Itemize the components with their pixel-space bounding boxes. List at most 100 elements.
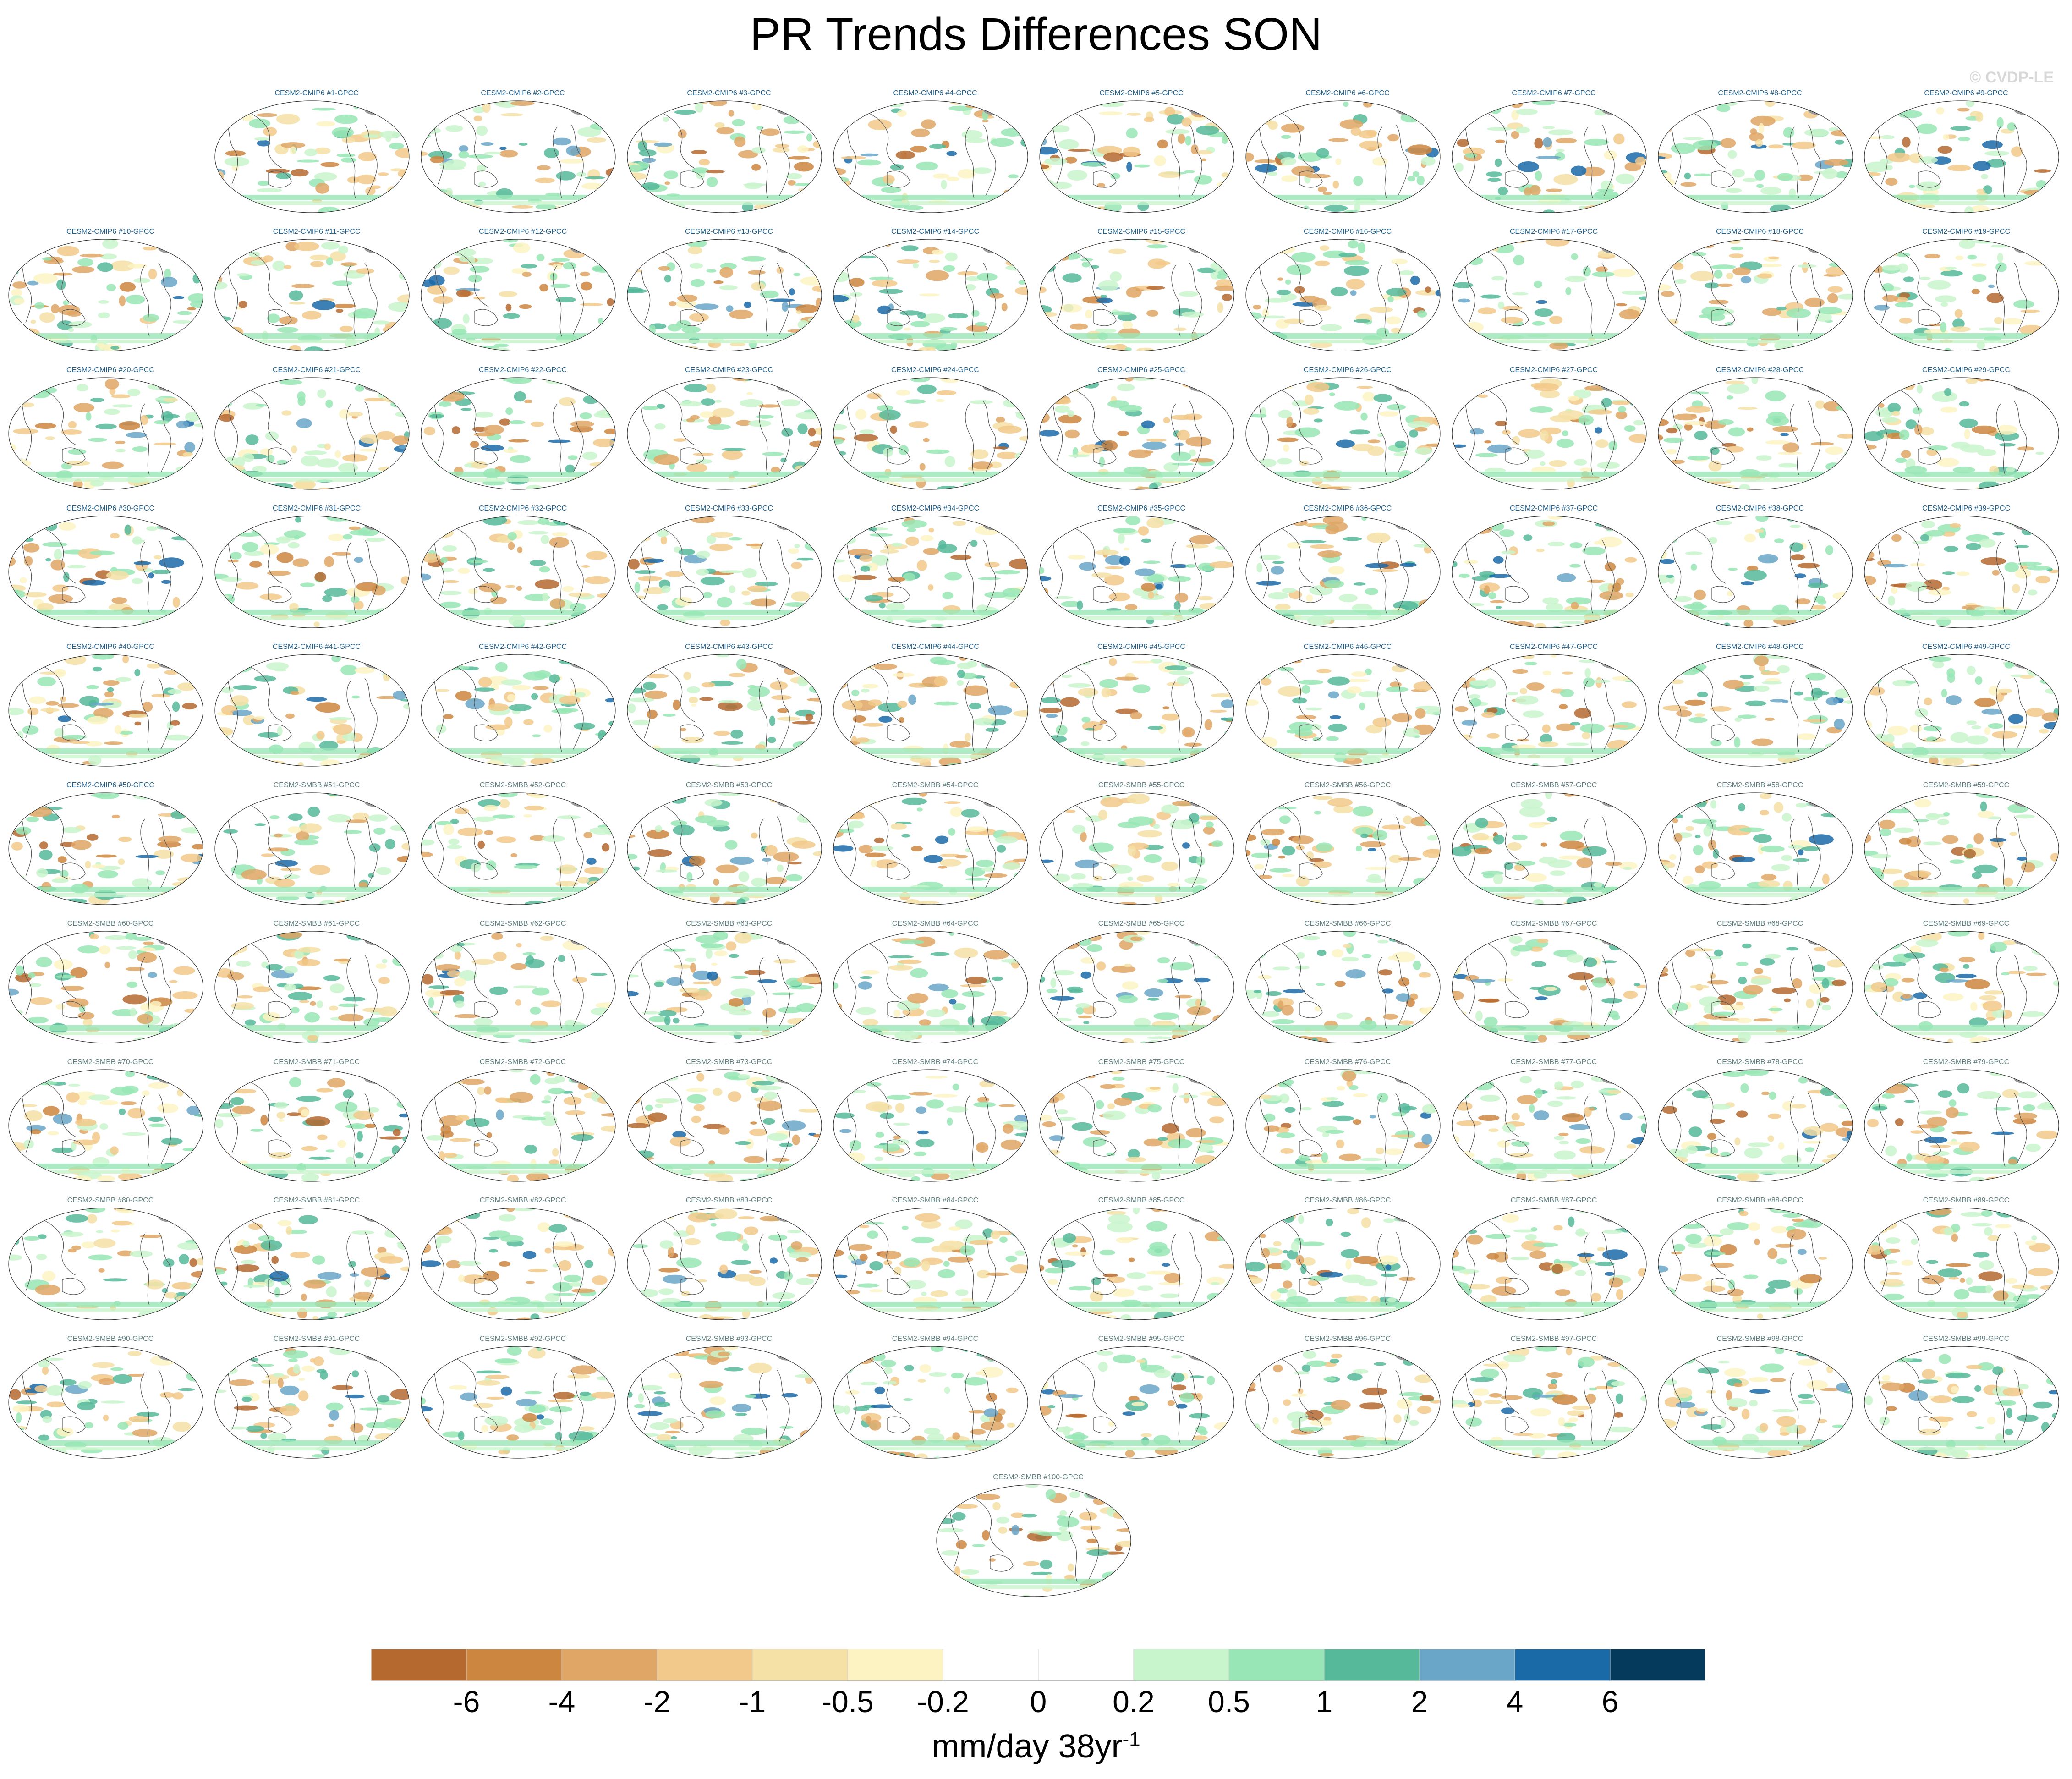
trend-blob [523, 814, 532, 818]
trend-blob [535, 177, 555, 183]
trend-blob [1000, 128, 1025, 137]
coastline [1790, 126, 1799, 198]
trend-blob [833, 408, 841, 413]
trend-blob [791, 562, 802, 569]
trend-blob [324, 556, 334, 567]
southern-band [1452, 472, 1646, 477]
coastline [553, 680, 562, 752]
trend-blob [957, 239, 969, 241]
trend-blob [473, 296, 485, 300]
trend-blob [1981, 174, 1988, 179]
trend-blob [1966, 735, 1988, 745]
missing-data-patch [1601, 104, 1625, 115]
trend-blob [1268, 592, 1288, 600]
trend-blob [1421, 516, 1431, 522]
trend-blob [1815, 313, 1832, 322]
trend-blob [1972, 274, 1987, 282]
trend-blob [1068, 683, 1091, 688]
trend-blob [426, 793, 439, 797]
trend-blob [387, 664, 408, 675]
map-svg [833, 515, 1028, 628]
trend-blob [1681, 347, 1701, 351]
trend-blob [1230, 807, 1234, 813]
trend-blob [995, 836, 1018, 844]
trend-blob [97, 870, 118, 879]
coastline [1899, 251, 1932, 307]
trend-blob [1758, 123, 1765, 134]
southern-band [1246, 195, 1440, 200]
trend-blob [1633, 420, 1644, 426]
trend-blob [1388, 101, 1414, 107]
trend-blob [1902, 137, 1911, 148]
trend-blob [279, 379, 302, 385]
coastline [1395, 816, 1409, 888]
trend-blob [1882, 478, 1893, 484]
trend-blob [1201, 158, 1207, 162]
southern-band [421, 755, 615, 758]
trend-blob [1435, 289, 1440, 296]
trend-blob [927, 584, 934, 591]
trend-blob [1557, 573, 1576, 582]
trend-blob [1693, 140, 1717, 150]
trend-blob [627, 818, 639, 822]
map-panel: CESM2-CMIP6 #45-GPCC [1038, 643, 1244, 780]
trend-blob [33, 273, 58, 284]
map-svg [1452, 516, 1647, 628]
trend-blob [915, 161, 938, 171]
trend-blob [9, 556, 16, 567]
trend-blob [471, 862, 481, 872]
coastline [1171, 542, 1181, 614]
trend-blob [749, 696, 758, 701]
trend-blob [1834, 719, 1845, 730]
coastline [1505, 724, 1529, 741]
trend-blob [1547, 542, 1565, 547]
trend-blob [1263, 257, 1270, 260]
trend-blob [1798, 849, 1804, 856]
trend-blob [1940, 302, 1948, 307]
map-panel: CESM2-CMIP6 #31-GPCC [214, 505, 420, 642]
trend-blob [1912, 407, 1923, 415]
trend-blob [1829, 262, 1847, 267]
trend-blob [132, 446, 148, 452]
panel-label: CESM2-CMIP6 #13-GPCC [685, 228, 773, 236]
trend-blob [1999, 443, 2016, 447]
trend-blob [48, 594, 73, 604]
map-outline [421, 377, 616, 490]
coastline [1377, 403, 1387, 475]
trend-blob [474, 412, 493, 418]
trend-blob [1203, 378, 1214, 384]
trend-blob [861, 688, 870, 693]
trend-blob [793, 616, 801, 626]
trend-blob [937, 390, 957, 395]
trend-blob [1842, 347, 1853, 351]
trend-blob [427, 538, 439, 541]
trend-blob [484, 830, 493, 835]
trend-blob [1569, 542, 1583, 549]
trend-blob [1453, 470, 1470, 482]
trend-blob [1881, 283, 1894, 292]
trend-blob [670, 820, 687, 827]
trend-blob [2026, 566, 2051, 571]
coastline [1790, 818, 1799, 890]
trend-blob [1040, 607, 1057, 615]
trend-blob [133, 278, 151, 283]
coastline [1395, 263, 1409, 335]
trend-blob [150, 1001, 162, 1007]
map-panel: CESM2-CMIP6 #2-GPCC [420, 89, 626, 227]
trend-blob [643, 587, 667, 594]
trend-blob [870, 515, 891, 516]
trend-blob [1825, 446, 1844, 455]
trend-blob [1272, 344, 1280, 351]
trend-blob [1745, 700, 1766, 706]
trend-blob [1403, 479, 1420, 488]
trend-blob [389, 483, 409, 489]
coastline [965, 542, 975, 614]
trend-blob [1338, 593, 1358, 603]
trend-blob [1000, 381, 1015, 392]
coastline [1505, 447, 1529, 465]
trend-blob [1453, 338, 1469, 346]
trend-blob [734, 136, 746, 147]
map-outline [833, 792, 1028, 905]
trend-blob [1078, 688, 1098, 697]
trend-blob [2048, 252, 2059, 259]
